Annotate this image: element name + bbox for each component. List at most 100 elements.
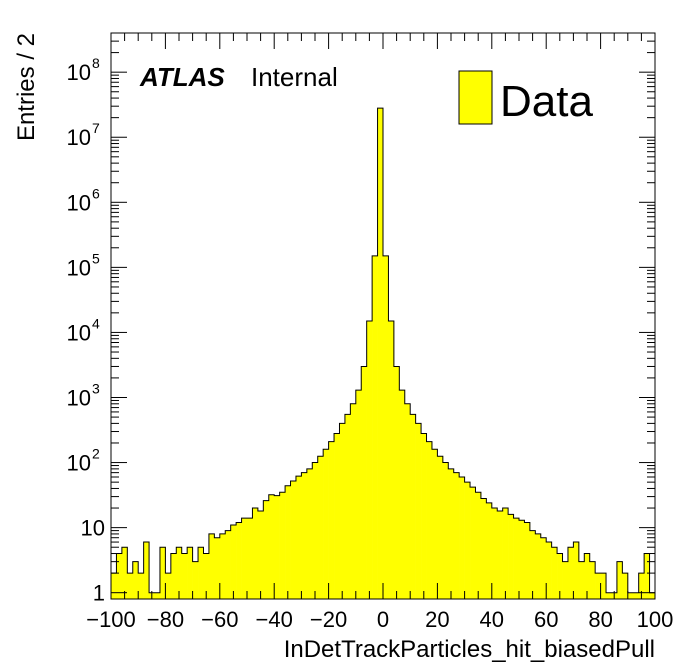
x-tick-label: −100 xyxy=(86,607,136,632)
histogram-bar xyxy=(154,592,161,599)
histogram-bar xyxy=(627,592,634,599)
histogram-bar xyxy=(415,423,422,599)
histogram-bar xyxy=(170,553,177,599)
y-tick-label: 10 xyxy=(67,60,91,85)
y-tick-label: 10 xyxy=(81,516,105,541)
histogram-bar xyxy=(573,542,580,599)
histogram-bar xyxy=(393,366,400,599)
y-tick-label: 10 xyxy=(67,190,91,215)
histogram-bar xyxy=(317,456,324,599)
histogram-bar xyxy=(388,320,395,599)
histogram-bar xyxy=(230,524,237,599)
histogram-bar xyxy=(252,508,259,599)
histogram-bar xyxy=(111,573,117,599)
histogram-bar xyxy=(546,542,552,599)
histogram-bar xyxy=(187,547,193,599)
histogram-bar xyxy=(268,494,275,599)
histogram-bar xyxy=(219,533,226,599)
histogram-bar xyxy=(600,573,607,599)
histogram-bar xyxy=(589,561,596,599)
histogram-bar xyxy=(448,468,455,599)
histogram-bar xyxy=(404,403,411,599)
histogram-bar xyxy=(159,547,166,599)
histogram-bar xyxy=(328,441,335,599)
histogram-bar xyxy=(437,456,444,599)
histogram-bar xyxy=(241,518,248,599)
histogram-bar xyxy=(529,530,536,599)
y-tick-exponent: 7 xyxy=(92,120,100,136)
histogram-bar xyxy=(524,522,531,599)
histogram-bar xyxy=(491,508,498,599)
histogram-bar xyxy=(377,108,384,599)
x-tick-label: 20 xyxy=(425,607,449,632)
histogram-bar xyxy=(459,477,465,599)
histogram-bar xyxy=(480,498,487,599)
histogram-bar xyxy=(606,592,612,599)
histogram-bar xyxy=(464,482,471,599)
histogram-bar xyxy=(562,561,569,599)
histogram-bar xyxy=(426,441,433,599)
histogram-bar xyxy=(181,553,188,599)
histogram-bar xyxy=(502,508,509,599)
x-tick-label: −60 xyxy=(201,607,238,632)
histogram-bar xyxy=(306,468,313,599)
y-tick-label: 10 xyxy=(67,386,91,411)
histogram-bar xyxy=(361,366,367,599)
histogram-bar xyxy=(366,320,373,599)
legend-swatch xyxy=(458,70,493,125)
histogram-bar xyxy=(279,492,286,599)
histogram-bar xyxy=(295,476,302,599)
histogram-bar xyxy=(497,511,503,599)
legend-label: Data xyxy=(500,77,593,126)
histogram-bar xyxy=(355,390,362,599)
x-tick-label: −40 xyxy=(256,607,293,632)
histogram-bar xyxy=(557,553,563,599)
x-tick-label: 100 xyxy=(637,607,674,632)
histogram-bar xyxy=(616,561,623,599)
histogram-bar xyxy=(285,485,291,599)
histogram-bar xyxy=(132,561,139,599)
histogram-bar xyxy=(116,553,123,599)
y-tick-exponent: 4 xyxy=(92,315,100,331)
histogram-bar xyxy=(486,502,493,599)
histogram-bar xyxy=(127,573,134,599)
x-tick-label: −20 xyxy=(310,607,347,632)
histogram-bar xyxy=(513,518,520,599)
histogram-bar xyxy=(535,533,542,599)
histogram-bar xyxy=(208,533,215,599)
histogram-bar xyxy=(410,414,416,599)
histogram-bar xyxy=(138,573,144,599)
histogram-bar xyxy=(344,414,351,599)
internal-label: Internal xyxy=(251,62,338,92)
histogram-bar xyxy=(551,547,558,599)
histogram-outline xyxy=(110,107,656,599)
y-axis-title: Entries / 2 xyxy=(13,33,40,141)
y-tick-exponent: 6 xyxy=(92,185,100,201)
histogram-bar xyxy=(257,511,264,599)
histogram-bar xyxy=(121,547,128,599)
histogram-bar xyxy=(339,423,346,599)
histogram-bar xyxy=(638,573,645,599)
x-axis-title: InDetTrackParticles_hit_biasedPull xyxy=(284,636,655,663)
histogram-bar xyxy=(198,547,204,599)
histogram-bar xyxy=(649,592,656,599)
histogram-bar xyxy=(567,547,574,599)
x-tick-label: 0 xyxy=(377,607,389,632)
histogram-bar xyxy=(399,390,406,599)
histogram-bar xyxy=(312,462,319,599)
histogram-bar xyxy=(578,561,585,599)
y-tick-label: 10 xyxy=(67,320,91,345)
histogram-bar xyxy=(350,403,357,599)
histogram-bar xyxy=(508,514,514,599)
y-tick-exponent: 8 xyxy=(92,55,100,71)
histogram-bar xyxy=(323,449,329,599)
y-tick-exponent: 5 xyxy=(92,250,100,266)
histogram-bar xyxy=(431,449,438,599)
x-tick-label: 40 xyxy=(480,607,504,632)
histogram-bar xyxy=(383,255,389,599)
histogram-bar xyxy=(334,433,340,599)
histogram-bar xyxy=(470,487,476,599)
histogram-bar xyxy=(247,518,253,599)
